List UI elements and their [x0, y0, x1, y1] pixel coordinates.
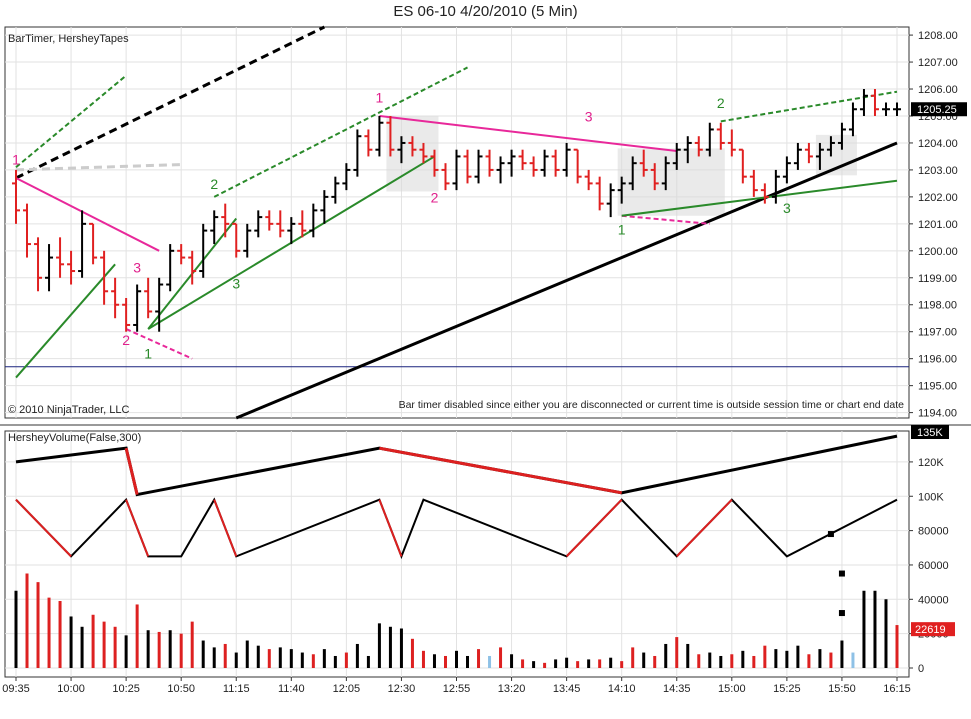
last-volume-label: 22619 [915, 624, 946, 636]
last-price-label: 1205.25 [917, 104, 957, 116]
price-indicator-label: BarTimer, HersheyTapes [8, 33, 129, 45]
green-dashed-3 [720, 90, 898, 123]
wave-label: 2 [122, 332, 130, 348]
volume-tick-label: 40000 [918, 594, 949, 606]
price-tick-label: 1203.00 [918, 165, 958, 177]
wave-label: 2 [431, 189, 439, 205]
black-channel-top [15, 25, 326, 180]
last-price-box [911, 102, 967, 117]
price-tick-label: 1199.00 [918, 273, 957, 285]
volume-marker [827, 531, 834, 538]
x-tick-label: 12:55 [443, 683, 471, 695]
x-tick-label: 15:00 [718, 683, 746, 695]
pink-down-line-2 [379, 114, 677, 153]
x-tick-label: 15:50 [828, 683, 856, 695]
wave-label: 1 [144, 346, 152, 362]
wave-label: 1 [12, 152, 20, 168]
volume-tick-label: 60000 [918, 560, 949, 572]
price-tick-label: 1201.00 [918, 219, 958, 231]
x-tick-label: 10:00 [57, 683, 85, 695]
x-tick-label: 15:25 [773, 683, 801, 695]
price-tick-label: 1194.00 [918, 408, 957, 420]
volume-wave-red [565, 498, 623, 558]
volume-tick-label: 0 [918, 663, 924, 675]
price-tick-label: 1198.00 [918, 300, 957, 312]
green-up-line-1 [15, 263, 116, 379]
volume-max-label: 135K [917, 427, 943, 439]
volume-indicator-label: HersheyVolume(False,300) [8, 432, 141, 444]
volume-max-box [911, 425, 949, 439]
x-tick-label: 12:30 [388, 683, 416, 695]
pink-dashed-1 [125, 328, 193, 360]
volume-wave-red [15, 498, 72, 558]
wave-label: 3 [133, 259, 141, 275]
price-tick-label: 1207.00 [918, 57, 958, 69]
x-tick-label: 14:10 [608, 683, 636, 695]
x-tick-label: 13:20 [498, 683, 526, 695]
volume-swing-down-2 [379, 446, 622, 495]
price-tick-label: 1208.00 [918, 30, 958, 42]
wave-label: 2 [717, 95, 725, 111]
wave-label: 3 [585, 108, 593, 124]
volume-swing-line [15, 434, 898, 497]
x-tick-label: 13:45 [553, 683, 581, 695]
pink-down-line-1 [15, 177, 160, 252]
wave-label: 1 [618, 222, 626, 238]
x-tick-label: 14:35 [663, 683, 691, 695]
x-tick-label: 16:15 [883, 683, 911, 695]
price-tick-label: 1200.00 [918, 246, 958, 258]
gray-dashed [15, 163, 182, 172]
wave-label: 1 [376, 90, 384, 106]
green-up-line-4 [621, 179, 898, 217]
x-tick-label: 11:40 [278, 683, 305, 695]
volume-tick-label: 80000 [918, 526, 949, 538]
price-tick-label: 1195.00 [918, 381, 957, 393]
x-tick-label: 10:50 [167, 683, 195, 695]
volume-marker [838, 570, 845, 577]
price-tick-label: 1197.00 [918, 327, 957, 339]
pink-dashed-2 [621, 214, 710, 225]
price-tick-label: 1196.00 [918, 354, 957, 366]
copyright-text: © 2010 NinjaTrader, LLC [8, 404, 129, 416]
volume-marker [838, 610, 845, 617]
black-trendline [235, 141, 898, 420]
volume-tick-label: 100K [918, 491, 944, 503]
price-tick-label: 1206.00 [918, 84, 958, 96]
chart-title: ES 06-10 4/20/2010 (5 Min) [393, 3, 578, 20]
volume-wave-red [125, 499, 150, 557]
price-tick-label: 1202.00 [918, 192, 958, 204]
wave-label: 2 [210, 176, 218, 192]
last-volume-box [911, 622, 955, 637]
volume-wave-red [213, 499, 238, 557]
volume-tick-label: 120K [918, 457, 944, 469]
volume-wave-red [378, 499, 403, 557]
x-tick-label: 11:15 [223, 683, 250, 695]
x-tick-label: 10:25 [112, 683, 140, 695]
wave-label: 3 [232, 276, 240, 292]
x-tick-label: 12:05 [333, 683, 361, 695]
wave-label: 3 [783, 200, 791, 216]
bartimer-message: Bar timer disabled since either you are … [399, 399, 905, 411]
price-tick-label: 1204.00 [918, 138, 958, 150]
x-tick-label: 09:35 [2, 683, 30, 695]
volume-wave-red [676, 498, 733, 558]
volume-swing-down-1 [124, 447, 139, 495]
